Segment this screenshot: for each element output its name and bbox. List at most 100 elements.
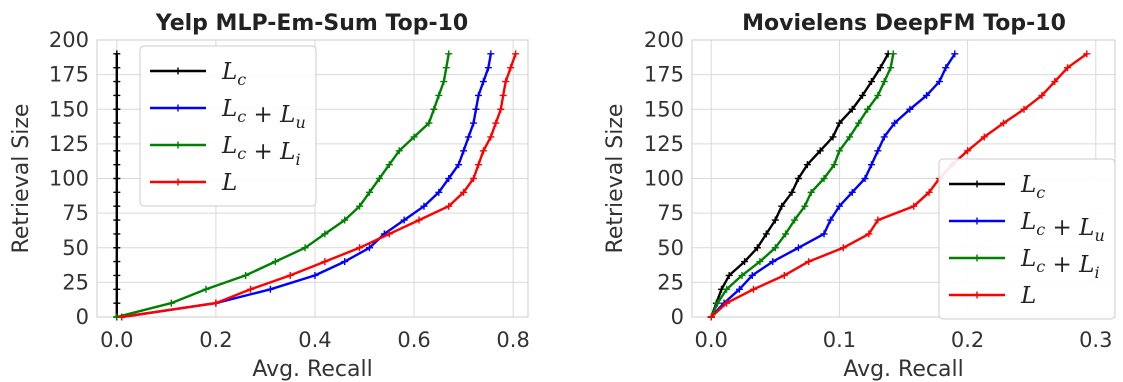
data-point bbox=[435, 188, 443, 196]
data-point bbox=[113, 50, 121, 58]
y-tick-label: 50 bbox=[657, 236, 684, 260]
data-point bbox=[365, 188, 373, 196]
data-point bbox=[1051, 78, 1059, 86]
data-point bbox=[410, 133, 418, 141]
data-point bbox=[113, 258, 121, 266]
data-point bbox=[723, 299, 731, 307]
data-point bbox=[935, 78, 943, 86]
x-tick-label: 0.4 bbox=[298, 328, 331, 352]
x-tick-label: 0.8 bbox=[496, 328, 529, 352]
data-point bbox=[113, 105, 121, 113]
series-line bbox=[710, 53, 890, 318]
y-tick-label: 75 bbox=[62, 201, 89, 225]
data-point bbox=[474, 161, 482, 169]
data-point bbox=[874, 216, 882, 224]
chart-title: Movielens DeepFM Top-10 bbox=[742, 11, 1066, 36]
data-point bbox=[113, 91, 121, 99]
x-tick-label: 0.0 bbox=[100, 328, 133, 352]
data-point bbox=[484, 64, 492, 72]
data-point bbox=[445, 175, 453, 182]
data-point bbox=[738, 271, 746, 279]
data-point bbox=[830, 161, 838, 169]
data-point bbox=[835, 202, 843, 210]
data-point bbox=[271, 258, 279, 266]
y-tick-label: 200 bbox=[49, 28, 89, 52]
data-point bbox=[906, 105, 914, 113]
data-point bbox=[487, 133, 495, 141]
data-point bbox=[502, 78, 510, 86]
legend-marker bbox=[174, 178, 182, 186]
data-point bbox=[880, 133, 888, 141]
data-point bbox=[512, 50, 520, 58]
x-axis-label: Avg. Recall bbox=[843, 357, 963, 382]
x-tick-label: 0.3 bbox=[1079, 328, 1112, 352]
data-point bbox=[440, 78, 448, 86]
data-point bbox=[835, 147, 843, 155]
data-point bbox=[980, 133, 988, 141]
data-point bbox=[499, 91, 507, 99]
data-point bbox=[829, 133, 837, 141]
data-point bbox=[782, 230, 790, 238]
data-point bbox=[395, 147, 403, 155]
y-tick-label: 175 bbox=[644, 63, 684, 87]
legend-frame bbox=[139, 45, 317, 207]
y-tick-label: 200 bbox=[644, 28, 684, 52]
legend-marker bbox=[174, 104, 182, 112]
data-point bbox=[286, 271, 294, 279]
data-point bbox=[455, 161, 463, 169]
data-point bbox=[741, 258, 749, 266]
data-point bbox=[465, 133, 473, 141]
series-line bbox=[710, 53, 956, 318]
data-point bbox=[1064, 64, 1072, 72]
data-point bbox=[113, 64, 121, 72]
data-point bbox=[118, 313, 126, 321]
chart-panel-1: 0 25 50 75 100 125 150 175 200 0.0 0.2 0.4 0.6 0.8 Yel… bbox=[9, 11, 530, 382]
data-point bbox=[507, 64, 515, 72]
data-point bbox=[113, 161, 121, 169]
data-point bbox=[356, 244, 364, 252]
data-point bbox=[771, 216, 779, 224]
series-4 bbox=[707, 50, 1091, 321]
data-point bbox=[807, 188, 815, 196]
data-point bbox=[855, 119, 863, 127]
data-point bbox=[999, 119, 1007, 127]
series-line bbox=[116, 53, 450, 319]
legend-marker bbox=[973, 180, 981, 188]
data-point bbox=[460, 188, 468, 196]
data-point bbox=[167, 299, 175, 307]
series-3 bbox=[113, 50, 453, 321]
data-point bbox=[780, 271, 788, 279]
data-point bbox=[762, 230, 770, 238]
data-point bbox=[861, 175, 869, 182]
data-point bbox=[113, 285, 121, 293]
data-point bbox=[771, 244, 779, 252]
y-tick-label: 50 bbox=[62, 236, 89, 260]
series-line bbox=[710, 53, 895, 318]
legend-label: Lc bbox=[1020, 172, 1045, 202]
data-point bbox=[889, 50, 897, 58]
data-point bbox=[769, 258, 777, 266]
y-tick-label: 25 bbox=[62, 270, 89, 294]
legend-marker bbox=[973, 291, 981, 299]
data-point bbox=[212, 299, 220, 307]
data-point bbox=[794, 175, 802, 182]
data-point bbox=[385, 161, 393, 169]
x-tick-label: 0.2 bbox=[951, 328, 984, 352]
y-tick-label: 150 bbox=[644, 97, 684, 121]
data-point bbox=[891, 119, 899, 127]
data-point bbox=[707, 313, 715, 321]
data-point bbox=[788, 188, 796, 196]
data-point bbox=[748, 271, 756, 279]
legend-marker bbox=[174, 67, 182, 75]
data-point bbox=[735, 285, 743, 293]
legend-label: L bbox=[1020, 283, 1036, 309]
data-point bbox=[113, 216, 121, 224]
data-point bbox=[1038, 91, 1046, 99]
data-point bbox=[910, 202, 918, 210]
data-point bbox=[848, 105, 856, 113]
data-point bbox=[385, 230, 393, 238]
legend-frame bbox=[938, 158, 1116, 320]
series-1 bbox=[113, 50, 121, 321]
data-point bbox=[858, 91, 866, 99]
data-point bbox=[756, 258, 764, 266]
